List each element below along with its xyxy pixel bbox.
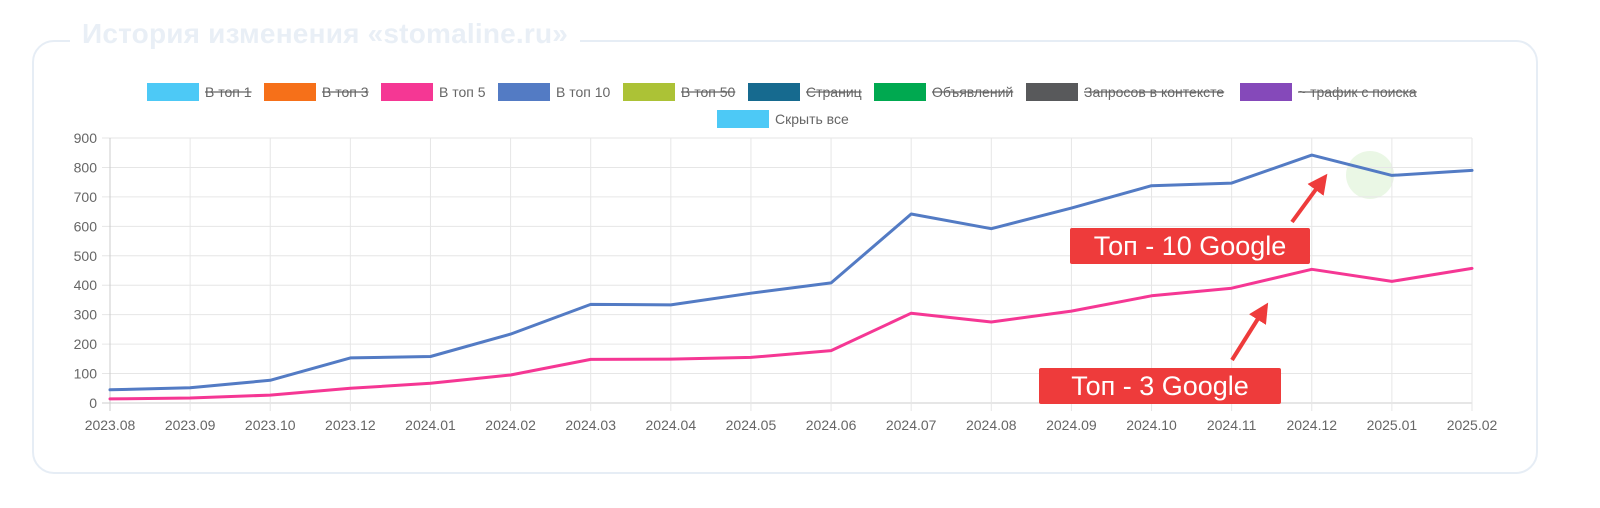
panel-title: История изменения «stomaline.ru»	[70, 18, 581, 50]
legend-item[interactable]: В топ 10	[498, 83, 611, 101]
legend-item[interactable]: В топ 5	[381, 83, 486, 101]
x-tick-label: 2023.12	[325, 417, 376, 433]
legend-label: В топ 5	[439, 84, 486, 100]
x-tick-label: 2024.08	[966, 417, 1017, 433]
legend-item[interactable]: В топ 50	[623, 83, 736, 101]
legend-swatch	[498, 83, 550, 101]
legend-swatch	[147, 83, 199, 101]
y-tick-label: 0	[89, 395, 97, 411]
callout-box	[1070, 228, 1310, 264]
y-tick-label: 600	[74, 218, 98, 234]
legend-item[interactable]: В топ 1	[147, 83, 252, 101]
callout-box	[1039, 368, 1281, 404]
x-tick-label: 2023.08	[85, 417, 136, 433]
y-axis: 0 100 200 300 400 500 600 700 800 900	[74, 130, 98, 411]
x-tick-label: 2024.12	[1286, 417, 1337, 433]
legend-swatch	[264, 83, 316, 101]
legend-item[interactable]: Запросов в контексте	[1026, 83, 1224, 101]
legend-swatch	[623, 83, 675, 101]
legend-item[interactable]: В топ 3	[264, 83, 369, 101]
series-line	[108, 266, 1474, 401]
x-tick-label: 2023.10	[245, 417, 296, 433]
x-tick-label: 2024.01	[405, 417, 456, 433]
series-line	[108, 153, 1474, 392]
y-tick-label: 100	[74, 366, 98, 382]
x-tick-label: 2024.06	[806, 417, 857, 433]
x-tick-label: 2024.10	[1126, 417, 1177, 433]
legend-swatch	[381, 83, 433, 101]
legend-label: В топ 10	[556, 84, 611, 100]
callout: Топ - 3 Google	[1039, 302, 1281, 404]
legend-swatch	[1240, 83, 1292, 101]
legend-swatch	[1026, 83, 1078, 101]
callout-arrow	[1230, 302, 1269, 362]
x-tick-label: 2025.01	[1367, 417, 1418, 433]
chart-panel	[32, 40, 1538, 474]
y-tick-label: 200	[74, 336, 98, 352]
legend: В топ 1 В топ 3 В топ 5 В топ 10 В топ 50 Стр…	[147, 83, 1417, 128]
x-tick-label: 2024.07	[886, 417, 937, 433]
series-lines	[108, 153, 1474, 401]
x-tick-label: 2024.04	[646, 417, 697, 433]
x-axis: 2023.08 2023.09 2023.10 2023.12 2024.01 2024.…	[85, 417, 1498, 433]
x-tick-label: 2024.03	[565, 417, 616, 433]
watermark-logo	[1346, 151, 1394, 199]
x-tick-label: 2023.09	[165, 417, 216, 433]
x-tick-label: 2024.05	[726, 417, 777, 433]
x-tick-label: 2024.09	[1046, 417, 1097, 433]
y-tick-label: 300	[74, 307, 98, 323]
callout-arrow	[1290, 173, 1328, 224]
x-tick-label: 2024.11	[1207, 417, 1257, 433]
y-tick-label: 700	[74, 189, 98, 205]
x-tick-label: 2024.02	[485, 417, 536, 433]
legend-item[interactable]: Скрыть все	[717, 110, 849, 128]
x-tick-label: 2025.02	[1447, 417, 1498, 433]
annotations: Топ - 10 Google Топ - 3 Google	[1039, 173, 1328, 404]
legend-label: Скрыть все	[775, 111, 849, 127]
legend-item[interactable]: Объявлений	[874, 83, 1014, 101]
callout-label: Топ - 10 Google	[1094, 231, 1287, 261]
legend-swatch	[717, 110, 769, 128]
legend-swatch	[748, 83, 800, 101]
legend-item[interactable]: ~ трафик с поиска	[1240, 83, 1417, 101]
y-tick-label: 900	[74, 130, 98, 146]
callout: Топ - 10 Google	[1070, 173, 1328, 264]
legend-swatch	[874, 83, 926, 101]
y-tick-label: 500	[74, 248, 98, 264]
callout-label: Топ - 3 Google	[1071, 371, 1249, 401]
y-tick-label: 800	[74, 159, 98, 175]
legend-item[interactable]: Страниц	[748, 83, 862, 101]
y-tick-label: 400	[74, 277, 98, 293]
